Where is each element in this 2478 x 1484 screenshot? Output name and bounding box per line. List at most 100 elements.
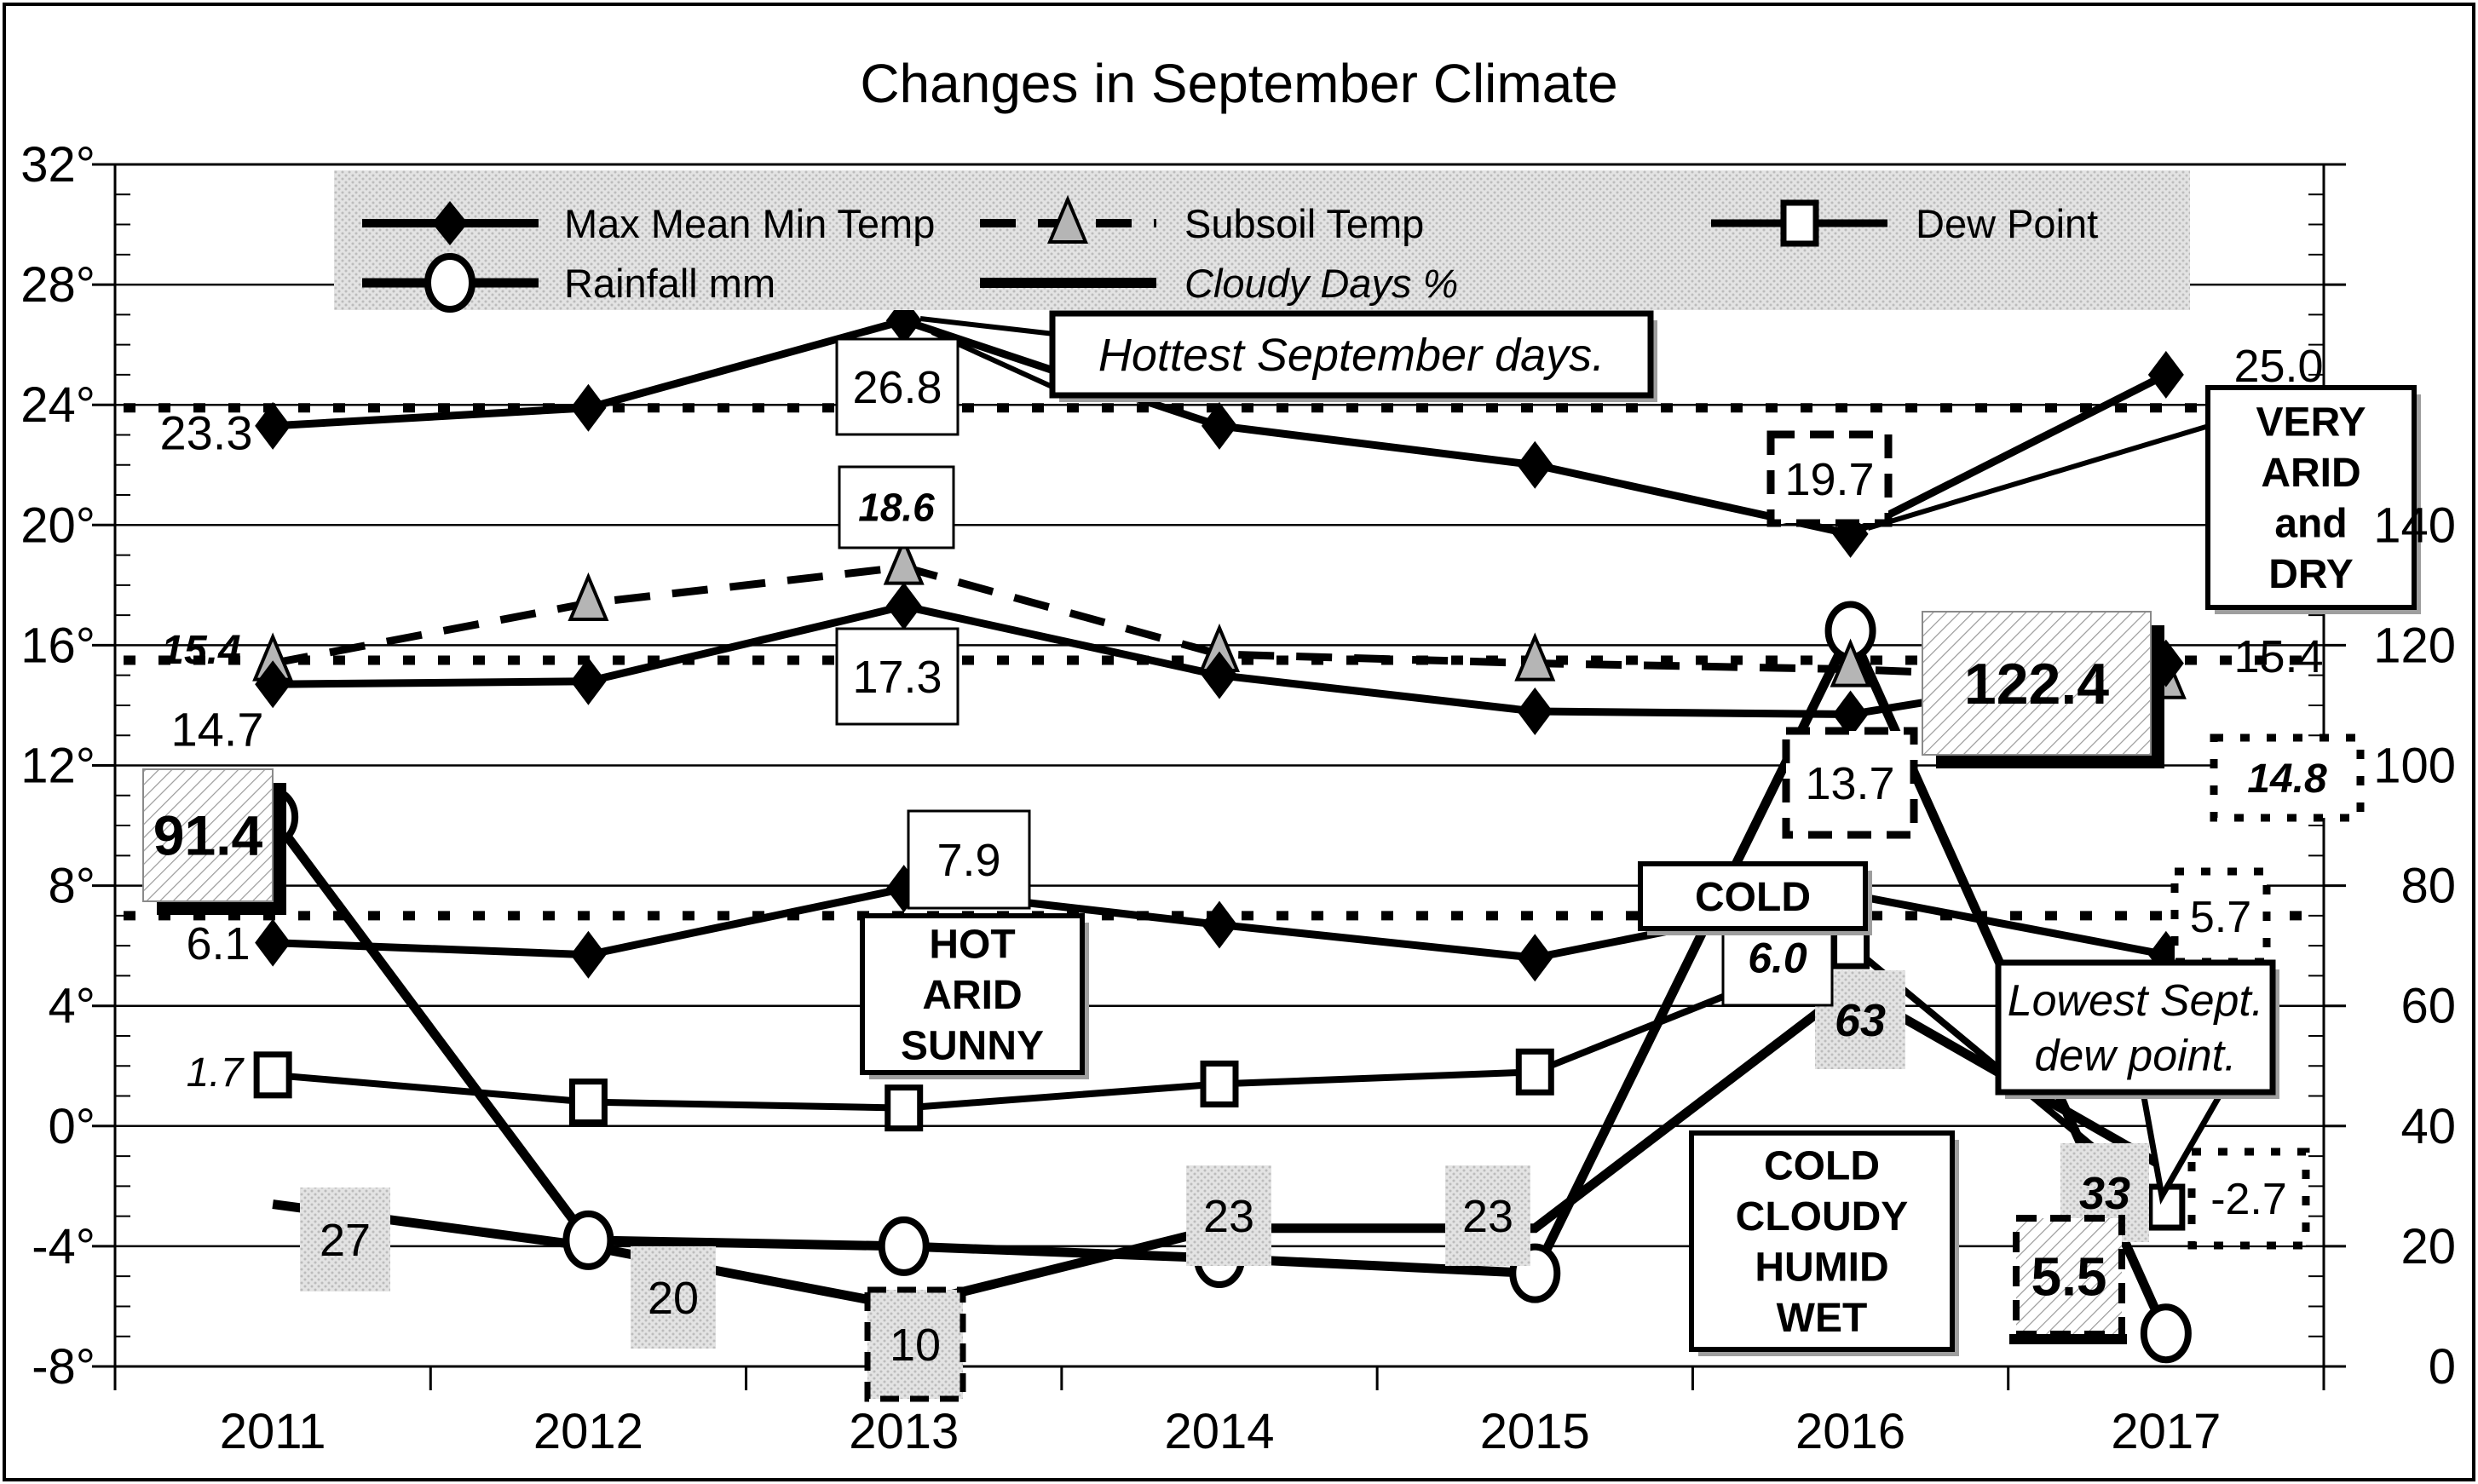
- legend-background: [334, 170, 2190, 310]
- val-23-2014: 23: [1186, 1165, 1271, 1266]
- val-7-9-text: 7.9: [936, 835, 1000, 886]
- val-20: 20: [631, 1246, 716, 1349]
- val-122-4: 122.4: [1922, 611, 2164, 768]
- note-cold-cloudy-humid-wet-text: CLOUDY: [1736, 1194, 1909, 1240]
- gray-box: [300, 1188, 390, 1291]
- val-15-4-2011: 15.4: [161, 628, 240, 673]
- gray-box: [1186, 1165, 1271, 1266]
- marker-circle-rainfall-mm-2017: [2140, 1303, 2192, 1364]
- val-63-text: 63: [1835, 995, 1886, 1046]
- annotations-layer: 23.3 15.4 14.7 91.4 6.1 1.7 27 20 10 23 23 63 33 26.8…: [142, 310, 2421, 1402]
- val-13-7: 13.7: [1782, 727, 1918, 839]
- dashed-box: [1782, 727, 1918, 839]
- val-23-3: 23.3: [160, 406, 253, 460]
- callout-box: [1049, 310, 1654, 399]
- legend-square-icon: [1780, 199, 1819, 247]
- white-box: [907, 809, 1031, 910]
- marker-circle-rainfall-mm-2012: [562, 1210, 614, 1270]
- val-minus-2-7-text: -2.7: [2210, 1175, 2287, 1224]
- left-axis-tick-label: 28°: [20, 257, 95, 313]
- marker-diamond-mean-temp-2012: [570, 657, 607, 705]
- val-20-text: 20: [648, 1273, 699, 1324]
- val-27: 27: [300, 1188, 390, 1291]
- right-axis-tick-label: 40: [2400, 1099, 2456, 1154]
- marker-diamond-mean-temp-2016: [1832, 690, 1869, 739]
- year-label-2011: 2011: [220, 1404, 326, 1459]
- marker-diamond-max-temp-2015: [1517, 440, 1553, 489]
- note-cold-cloudy-humid-wet: COLD CLOUDY HUMID WET: [1689, 1130, 1959, 1356]
- year-label-2017: 2017: [2111, 1404, 2221, 1459]
- marker-diamond-max-temp-2017: [2147, 350, 2184, 399]
- callout-hottest: Hottest September days.: [1049, 310, 1657, 402]
- left-axis-tick-label: 0°: [49, 1099, 95, 1154]
- marker-triangle-subsoil-temp-2012: [568, 572, 609, 622]
- val-122-4-text: 122.4: [1964, 652, 2109, 716]
- year-label-2013: 2013: [849, 1404, 959, 1459]
- left-axis-tick-label: -4°: [32, 1219, 95, 1274]
- val-19-7-text: 19.7: [1784, 454, 1874, 505]
- marker-diamond-mean-temp-2013: [885, 582, 922, 630]
- legend-label: Subsoil Temp: [1184, 201, 1424, 246]
- white-box: [838, 465, 955, 549]
- marker-diamond-mean-temp-2015: [1517, 687, 1553, 736]
- val-15-4-2011-text: 15.4: [161, 628, 240, 673]
- marker-diamond-min-temp-2014: [1202, 900, 1237, 949]
- marker-square-dew-point-2014: [1200, 1060, 1239, 1107]
- val-5-7: 5.7: [2170, 867, 2271, 966]
- val-14-8: 14.8: [2210, 733, 2365, 822]
- val-6-1: 6.1: [186, 918, 250, 969]
- left-axis-tick-label: 8°: [49, 859, 95, 914]
- val-91-4-text: 91.4: [153, 804, 263, 867]
- white-box: [835, 627, 960, 726]
- year-label-2015: 2015: [1480, 1404, 1590, 1459]
- callout-lowest-dew: Lowest Sept. dew point.: [1995, 959, 2279, 1099]
- year-label-2012: 2012: [533, 1404, 643, 1459]
- marker-triangle-subsoil-temp-2016: [1830, 638, 1871, 687]
- marker-diamond-max-temp-2012: [570, 383, 607, 432]
- val-23-2015: 23: [1445, 1165, 1530, 1266]
- val-18-6: 18.6: [838, 465, 955, 549]
- legend-circle-icon: [424, 253, 475, 313]
- val-6-1-text: 6.1: [186, 918, 250, 969]
- note-cold: COLD: [1638, 861, 1872, 935]
- note-cold-text: COLD: [1695, 875, 1811, 920]
- val-19-7: 19.7: [1766, 430, 1893, 527]
- val-33-text: 33: [2079, 1168, 2130, 1219]
- note-hot-arid-sunny-text: SUNNY: [901, 1023, 1044, 1068]
- marker-diamond-min-temp-2011: [255, 918, 291, 967]
- legend-triangle-icon: [1046, 194, 1089, 244]
- year-label-2016: 2016: [1795, 1404, 1905, 1459]
- val-26-8-text: 26.8: [852, 362, 942, 413]
- note-cold-cloudy-humid-wet-text: HUMID: [1755, 1245, 1888, 1291]
- val-5-5-text: 5.5: [2031, 1245, 2107, 1307]
- legend-item-cloudy-days: Cloudy Days %: [980, 261, 1458, 306]
- val-10: 10: [864, 1286, 966, 1402]
- val-25-0: 25.0: [2233, 341, 2323, 392]
- val-10-text: 10: [890, 1320, 941, 1371]
- right-axis-tick-label: 100: [2373, 739, 2456, 794]
- note-cold-cloudy-humid-wet-text: WET: [1777, 1296, 1868, 1341]
- val-23-3-text: 23.3: [160, 406, 253, 460]
- note-box: [1638, 861, 1868, 931]
- val-23-2014-text: 23: [1203, 1191, 1254, 1242]
- left-axis-tick-label: 12°: [20, 739, 95, 794]
- legend-item-dew-point: Dew Point: [1711, 199, 2098, 247]
- val-23-2015-text: 23: [1462, 1191, 1513, 1242]
- axis-labels-layer: 32°28°24°20°16°12°8°4°0°-4°-8°1401201008…: [20, 137, 2456, 1395]
- note-very-arid-and-dry: VERY ARID and DRY: [2205, 385, 2421, 614]
- note-very-arid-and-dry-text: ARID: [2261, 451, 2360, 496]
- left-axis-tick-label: 32°: [20, 137, 95, 193]
- right-axis-tick-label: 60: [2400, 979, 2456, 1034]
- val-7-9: 7.9: [907, 809, 1031, 910]
- leader-line: [1867, 423, 2210, 531]
- callout-hottest-text: Hottest September days.: [1098, 330, 1605, 381]
- callout-lowest-dew-text: dew point.: [2034, 1031, 2236, 1080]
- hatch-box: [1922, 611, 2152, 756]
- leader-line: [919, 316, 1055, 336]
- gray-box: [631, 1246, 716, 1349]
- legend-item-rainfall: Rainfall mm: [362, 253, 775, 313]
- note-box: [1689, 1130, 1955, 1352]
- val-18-6-text: 18.6: [858, 486, 935, 530]
- right-axis-tick-label: 80: [2400, 859, 2456, 914]
